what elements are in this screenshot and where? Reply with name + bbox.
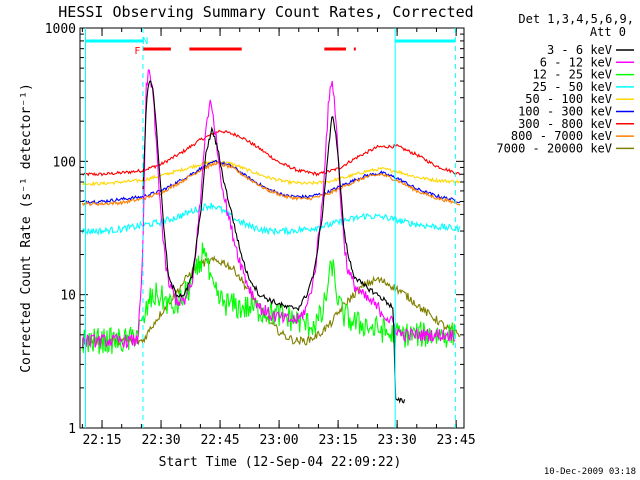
plot-frame [79,27,465,429]
legend-label-2: 6 - 12 keV [540,55,612,69]
y-axis-label: Corrected Count Rate (s⁻¹ detector⁻¹) [19,83,34,373]
x-tick-label: 23:00 [260,433,299,448]
y-tick-label: 10 [60,289,76,304]
legend-label-5: 50 - 100 keV [525,92,612,106]
x-tick-label: 23:30 [378,433,417,448]
x-axis-label: Start Time (12-Sep-04 22:09:22) [159,455,402,470]
series-line-6 [82,159,461,205]
series-line-3 [81,242,456,355]
legend-label-3: 12 - 25 keV [533,68,612,82]
orbit-flag-F: F [134,46,140,57]
orbit-flag-N: N [142,36,148,47]
footer-date: 10-Dec-2009 03:18 [544,467,636,477]
x-tick-label: 22:45 [200,433,239,448]
chart-title: HESSI Observing Summary Count Rates, Cor… [58,3,473,21]
plot-data [81,69,461,404]
x-axis: 22:15 22:30 22:45 23:00 23:15 23:30 23:45 [81,28,476,448]
legend-label-1: 3 - 6 keV [547,43,612,57]
series-line-4 [81,202,461,237]
legend-label-4: 25 - 50 keV [533,80,612,94]
legend-label-6: 100 - 300 keV [518,105,612,119]
series-line-9 [81,255,461,347]
x-tick-label: 22:30 [141,433,180,448]
series-line-1 [142,80,406,404]
x-tick-label: 22:15 [82,433,121,448]
orbit-markers: FN [85,28,456,428]
y-tick-label: 1 [68,422,76,437]
series-line-7 [81,129,461,177]
legend-label-9: 7000 - 20000 keV [496,141,612,155]
series-line-2 [81,69,456,349]
x-tick-label: 23:45 [437,433,476,448]
legend-label-8: 800 - 7000 keV [511,129,612,143]
x-tick-label: 23:15 [319,433,358,448]
legend-header-line-2: Att 0 [590,25,626,39]
legend-header-line-1: Det 1,3,4,5,6,9, [518,12,634,26]
series-line-8 [81,161,461,207]
y-tick-label: 1000 [45,22,76,37]
y-axis: 1 10 100 1000 [45,22,464,437]
y-tick-label: 100 [53,155,76,170]
legend-label-7: 300 - 800 keV [518,117,612,131]
series-line-5 [82,159,461,187]
